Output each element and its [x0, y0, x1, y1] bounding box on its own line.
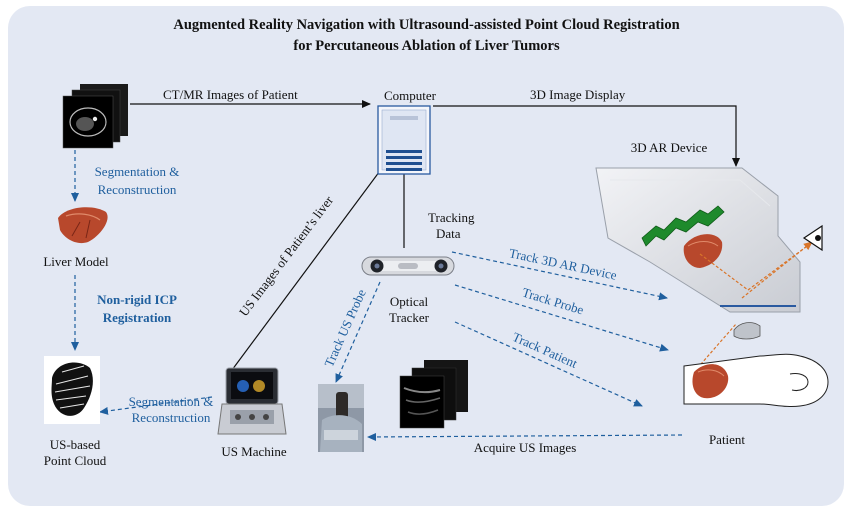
- us-machine-label: US Machine: [221, 444, 287, 459]
- ct-mr-label: CT/MR Images of Patient: [163, 87, 298, 102]
- tracking-data-label-line2: Data: [436, 226, 461, 241]
- point-cloud-label-line2: Point Cloud: [43, 453, 107, 468]
- track-patient-arrow: [454, 321, 643, 407]
- segmentation-arrow-2: [99, 396, 213, 415]
- acquire-us-arrow: [367, 432, 683, 441]
- point-cloud-label-line1: US-based: [49, 437, 101, 452]
- patient-label: Patient: [708, 432, 746, 447]
- us-machine-image: [217, 367, 287, 435]
- icp-label-line2: Registration: [102, 310, 172, 325]
- diagram-title-line1: Augmented Reality Navigation with Ultras…: [173, 17, 680, 33]
- ct-mr-image-stack: [62, 84, 128, 149]
- diagram-title-line2: for Percutaneous Ablation of Liver Tumor…: [293, 38, 560, 54]
- acquire-us-label: Acquire US Images: [473, 440, 577, 455]
- ar-device-image: [595, 167, 819, 313]
- us-image-stack: [399, 360, 468, 429]
- computer-label: Computer: [384, 88, 436, 103]
- segmentation-label-2-line1: Segmentation &: [128, 394, 214, 409]
- track-probe-arrow: [454, 284, 669, 352]
- track-us-probe-arrow: [335, 281, 381, 383]
- segmentation-label-1-line1: Segmentation &: [94, 164, 180, 179]
- segmentation-label-2-line2: Reconstruction: [131, 410, 211, 425]
- icp-label-line1: Non-rigid ICP: [97, 292, 177, 307]
- computer-icon: [377, 105, 431, 175]
- liver-model-label: Liver Model: [43, 254, 109, 269]
- display-arrow: [433, 105, 740, 167]
- optical-tracker-label-line2: Tracker: [389, 310, 429, 325]
- point-cloud-image: [44, 356, 100, 424]
- us-probe-photo: [318, 384, 364, 452]
- eye-icon: [802, 224, 823, 252]
- tracking-data-label-line1: Tracking: [428, 210, 475, 225]
- connectors: [71, 100, 740, 441]
- optical-tracker-image: [361, 256, 455, 276]
- ar-device-label: 3D AR Device: [630, 140, 708, 155]
- liver-model-image: [58, 207, 108, 244]
- us-to-computer-arrow: [231, 155, 392, 371]
- segmentation-label-1-line2: Reconstruction: [97, 182, 177, 197]
- track-ar-arrow: [451, 251, 668, 301]
- display-3d-label: 3D Image Display: [530, 87, 626, 102]
- optical-tracker-label-line1: Optical: [389, 294, 429, 309]
- patient-image: [683, 353, 829, 408]
